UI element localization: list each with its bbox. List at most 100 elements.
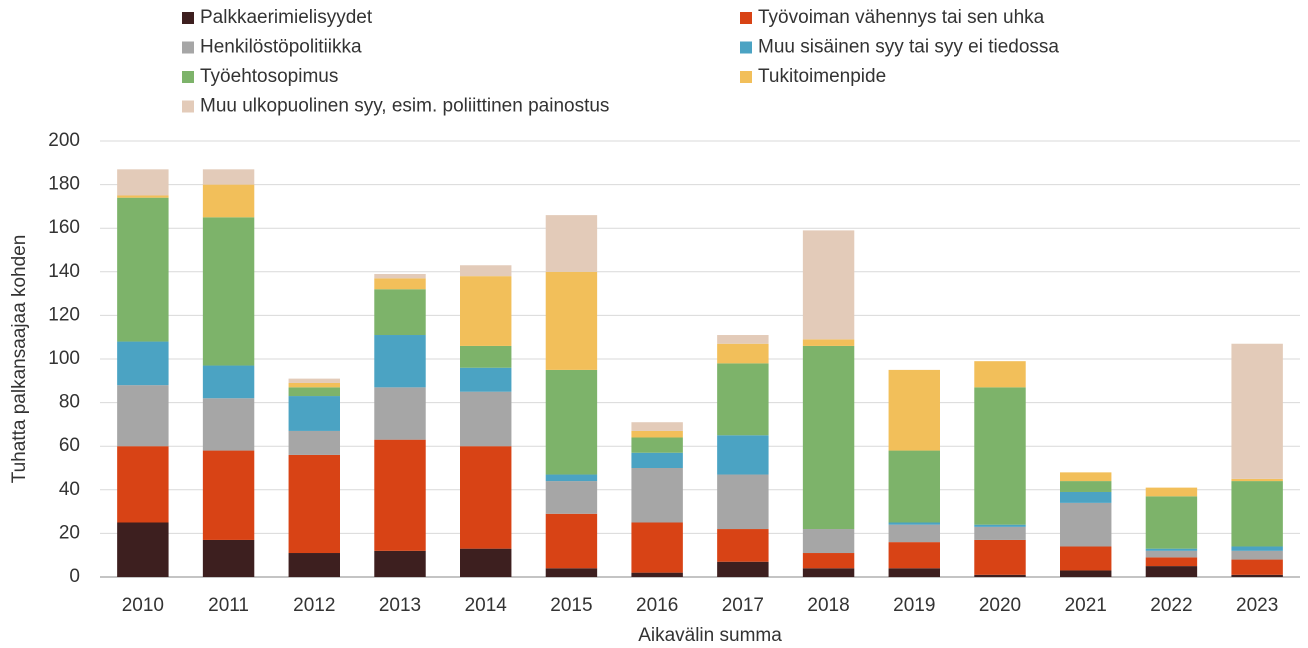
legend-label: Muu sisäinen syy tai syy ei tiedossa bbox=[758, 37, 1059, 58]
bar-segment bbox=[545, 369, 598, 475]
x-tick-label: 2011 bbox=[208, 595, 249, 616]
bar-segment bbox=[974, 361, 1026, 388]
legend-label: Muu ulkopuolinen syy, esim. poliittinen … bbox=[200, 96, 609, 117]
bar-segment bbox=[374, 273, 426, 279]
bar-segment bbox=[288, 396, 340, 431]
x-tick-label: 2021 bbox=[1065, 595, 1107, 616]
bar-segment bbox=[631, 422, 683, 431]
bar-segment bbox=[717, 474, 769, 530]
bar-segment bbox=[631, 522, 683, 573]
bar-segment bbox=[888, 524, 940, 543]
bar-segment bbox=[802, 339, 855, 346]
bar-segment bbox=[802, 553, 855, 569]
y-tick-label: 180 bbox=[48, 174, 80, 195]
x-tick-label: 2018 bbox=[807, 595, 849, 616]
bar-segment bbox=[631, 572, 683, 577]
bar-segment bbox=[460, 345, 512, 368]
bar-segment bbox=[202, 184, 255, 218]
bar-segment bbox=[1145, 550, 1198, 558]
legend-swatch bbox=[740, 71, 752, 83]
bar-segment bbox=[974, 526, 1026, 540]
y-tick-label: 60 bbox=[59, 435, 80, 456]
bar-segment bbox=[802, 230, 855, 340]
bar-segment bbox=[888, 568, 940, 577]
bar-segment bbox=[1145, 566, 1198, 577]
bar-segment bbox=[1231, 574, 1283, 577]
bar-segment bbox=[545, 215, 598, 272]
bar-segment bbox=[974, 524, 1026, 527]
y-tick-label: 140 bbox=[48, 261, 80, 282]
bar-segment bbox=[202, 398, 255, 451]
bar-segment bbox=[802, 568, 855, 577]
bar-segment bbox=[1231, 481, 1283, 547]
bar-segment bbox=[717, 363, 769, 436]
bar-segment bbox=[631, 468, 683, 523]
bar-segment bbox=[1060, 546, 1112, 571]
bar-segment bbox=[545, 513, 598, 569]
bar-segment bbox=[117, 385, 169, 447]
bar-segment bbox=[460, 548, 512, 577]
bar-segment bbox=[288, 430, 340, 455]
legend-swatch bbox=[740, 41, 752, 54]
x-tick-label: 2023 bbox=[1236, 595, 1278, 616]
bar-segment bbox=[717, 335, 769, 344]
x-tick-label: 2020 bbox=[979, 595, 1021, 616]
bar-segment bbox=[888, 542, 940, 569]
legend-swatch bbox=[182, 100, 194, 113]
bar-segment bbox=[974, 574, 1026, 577]
y-tick-label: 0 bbox=[69, 566, 80, 587]
x-tick-label: 2012 bbox=[293, 595, 335, 616]
y-tick-label: 160 bbox=[48, 217, 80, 238]
bar-segment bbox=[1145, 557, 1198, 567]
bar-segment bbox=[631, 452, 683, 468]
x-tick-label: 2017 bbox=[722, 595, 764, 616]
y-tick-label: 120 bbox=[48, 304, 80, 325]
bar-segment bbox=[374, 278, 426, 290]
bar-segment bbox=[117, 169, 169, 196]
bar-segment bbox=[1060, 472, 1112, 482]
bar-segment bbox=[460, 265, 512, 277]
bar-segment bbox=[631, 437, 683, 453]
legend-label: Työehtosopimus bbox=[200, 66, 338, 87]
bar-segment bbox=[288, 378, 340, 383]
bar-segment bbox=[288, 454, 340, 554]
x-tick-label: 2016 bbox=[636, 595, 678, 616]
bar-segment bbox=[117, 446, 169, 523]
y-tick-label: 80 bbox=[59, 392, 80, 413]
bar-segment bbox=[460, 367, 512, 392]
bar-segment bbox=[631, 430, 683, 438]
bar-segment bbox=[460, 391, 512, 447]
bar-segment bbox=[717, 343, 769, 364]
bar-segment bbox=[374, 335, 426, 388]
bar-segment bbox=[545, 474, 598, 482]
x-tick-label: 2015 bbox=[550, 595, 592, 616]
bar-segment bbox=[374, 550, 426, 577]
bar-segment bbox=[717, 561, 769, 577]
bar-segment bbox=[1145, 548, 1198, 551]
legend-swatch bbox=[182, 71, 194, 83]
bar-segment bbox=[374, 387, 426, 440]
bar-segment bbox=[288, 553, 340, 577]
y-tick-label: 20 bbox=[59, 522, 80, 543]
bar-segment bbox=[288, 387, 340, 397]
bar-segment bbox=[888, 522, 940, 525]
bar-segment bbox=[717, 529, 769, 562]
bar-segment bbox=[974, 539, 1026, 575]
bar-segment bbox=[1231, 478, 1283, 482]
legend-label: Henkilöstöpolitiikka bbox=[200, 37, 362, 58]
bar-segment bbox=[1060, 570, 1112, 577]
bar-segment bbox=[1145, 496, 1198, 549]
bar-segment bbox=[117, 197, 169, 342]
y-tick-label: 100 bbox=[48, 348, 80, 369]
bar-segment bbox=[545, 568, 598, 577]
legend-label: Tukitoimenpide bbox=[758, 66, 886, 87]
bar-segment bbox=[202, 450, 255, 540]
bar-segment bbox=[202, 169, 255, 185]
bar-segment bbox=[888, 450, 940, 523]
y-axis-label: Tuhatta palkansaajaa kohden bbox=[9, 235, 30, 484]
bar-segment bbox=[288, 382, 340, 388]
legend-swatch bbox=[182, 12, 194, 24]
bar-segment bbox=[1231, 343, 1283, 479]
bar-segment bbox=[974, 387, 1026, 525]
